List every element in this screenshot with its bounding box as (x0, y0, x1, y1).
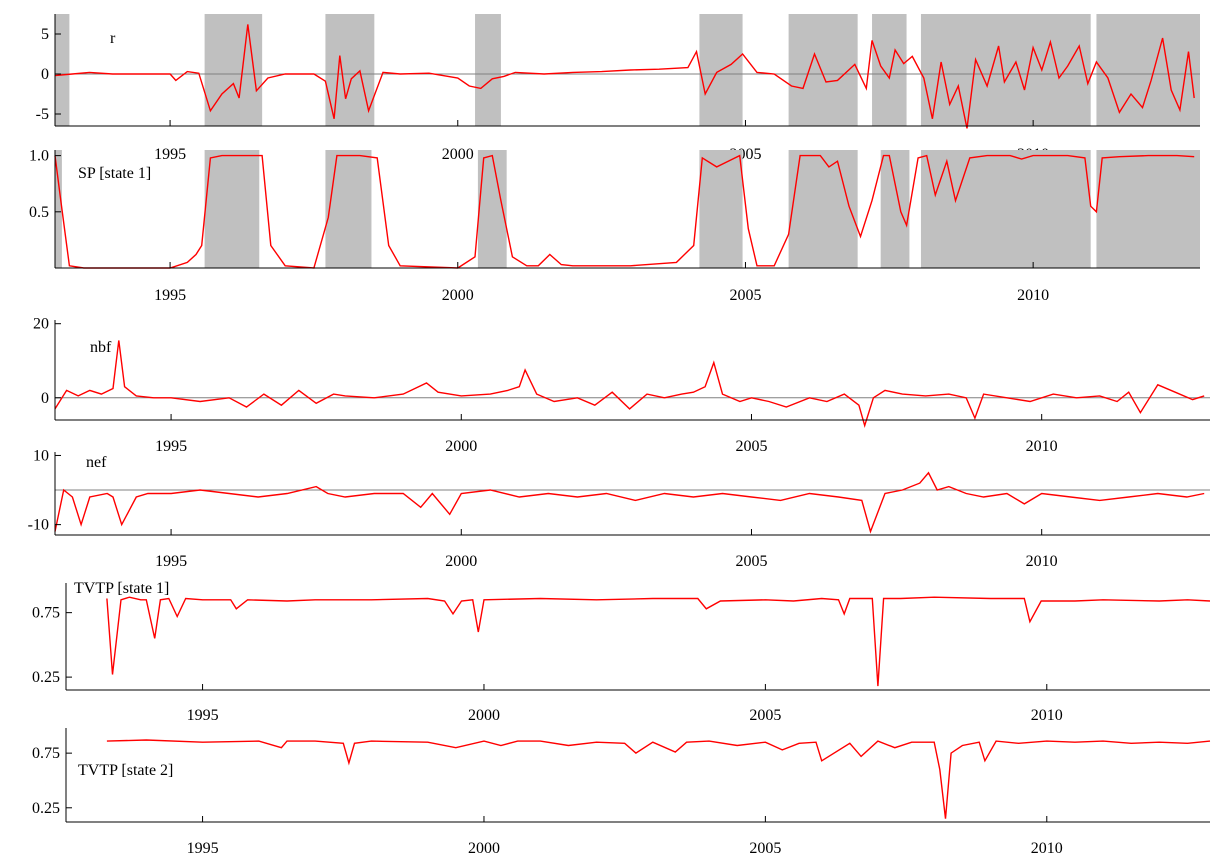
regime-shading-2 (204, 14, 263, 126)
regime-shading-1 (55, 14, 70, 126)
panel-tvtp-state1: 0.75 0.25 1995 2000 2005 2010 TVTP [state 1] (32, 580, 1211, 724)
panel-label-tvtp-state1: TVTP [state 1] (74, 580, 169, 597)
regime-shading-7 (872, 14, 907, 126)
panel-tvtp-state2: 0.75 0.25 1995 2000 2005 2010 TVTP [state 2] (32, 728, 1211, 857)
series-line-tvtp-state1 (106, 596, 1211, 687)
y-tick-label: 1.0 (29, 148, 49, 165)
x-tick-label: 2005 (749, 840, 781, 857)
y-tick-label: -10 (28, 517, 49, 534)
regime-shading-6 (788, 150, 858, 268)
x-tick-label: 1995 (187, 840, 219, 857)
regime-shading-8 (920, 150, 1091, 268)
y-tick-label: 0.5 (29, 204, 49, 221)
x-tick-label: 2000 (445, 553, 477, 570)
x-tick-label: 2005 (735, 438, 767, 455)
x-tick-label: 2010 (1031, 840, 1063, 857)
x-tick-label: 1995 (154, 287, 186, 304)
y-tick-label: 0.25 (32, 669, 60, 686)
y-tick-label: 0.75 (32, 745, 60, 762)
y-tick-label: 5 (41, 26, 49, 43)
panel-sp-state1: 1.0 0.5 1995 2000 2005 2010 SP [state 1] (29, 148, 1200, 304)
panel-nbf: 20 0 1995 2000 2005 2010 nbf (33, 316, 1210, 455)
x-tick-label: 2000 (442, 146, 474, 163)
series-line-r (54, 24, 1195, 129)
regime-shading-9 (1096, 150, 1200, 268)
x-tick-label: 1995 (187, 707, 219, 724)
x-tick-label: 2000 (468, 840, 500, 857)
panel-label-r: r (110, 30, 116, 47)
series-line-tvtp-state2 (106, 739, 1211, 819)
regime-shading-9 (1096, 14, 1200, 126)
x-tick-label: 2010 (1017, 287, 1049, 304)
x-tick-label: 2005 (749, 707, 781, 724)
x-tick-label: 2010 (1026, 553, 1058, 570)
x-tick-label: 1995 (155, 553, 187, 570)
series-line-nef (54, 471, 1205, 534)
x-tick-label: 2000 (445, 438, 477, 455)
regime-shading-7 (880, 150, 910, 268)
x-tick-label: 2000 (468, 707, 500, 724)
x-tick-label: 2000 (442, 287, 474, 304)
y-tick-label: 0 (41, 390, 49, 407)
regime-shading-4 (475, 14, 501, 126)
series-line-sp-state1 (54, 154, 1195, 269)
regime-shading-3 (325, 14, 375, 126)
panel-label-nef: nef (86, 454, 107, 471)
regime-shading-3 (325, 150, 372, 268)
y-tick-label: -5 (36, 106, 49, 123)
series-line-nbf (54, 340, 1205, 429)
panel-label-sp-state1: SP [state 1] (78, 165, 151, 182)
x-tick-label: 2005 (735, 553, 767, 570)
x-tick-label: 2010 (1031, 707, 1063, 724)
y-tick-label: 0 (41, 66, 49, 83)
panel-nef: 10 -10 1995 2000 2005 2010 nef (28, 447, 1210, 570)
x-tick-label: 2010 (1026, 438, 1058, 455)
regime-shading-8 (920, 14, 1091, 126)
panel-label-tvtp-state2: TVTP [state 2] (78, 762, 173, 779)
regime-shading-6 (788, 14, 858, 126)
y-tick-label: 0.75 (32, 605, 60, 622)
y-tick-label: 10 (33, 447, 49, 464)
panel-label-nbf: nbf (90, 339, 112, 356)
regime-shading-5 (699, 150, 743, 268)
regime-shading-1 (55, 150, 62, 268)
y-tick-label: 0.25 (32, 800, 60, 817)
x-tick-label: 1995 (154, 146, 186, 163)
y-tick-label: 20 (33, 316, 49, 333)
regime-shading-2 (204, 150, 260, 268)
x-tick-label: 2005 (729, 287, 761, 304)
x-tick-label: 1995 (155, 438, 187, 455)
